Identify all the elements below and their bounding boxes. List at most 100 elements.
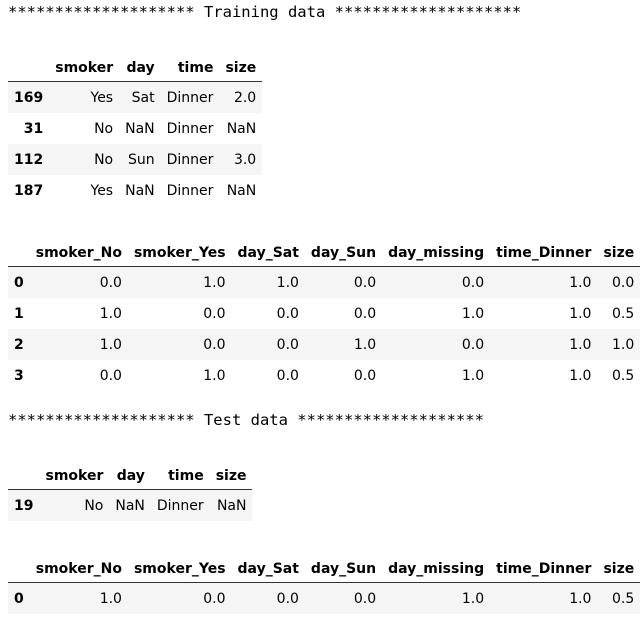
table-cell: 0.5	[611, 305, 635, 322]
table-cell: 0.0	[203, 305, 226, 322]
training-raw-table: smoker day time size 169 Yes Sat Dinner 2.0 31 No N…	[8, 50, 263, 206]
index-header	[8, 235, 30, 267]
row-index: 19	[14, 497, 34, 514]
table-cell: 0.0	[203, 590, 226, 607]
column-header: day_missing	[382, 551, 491, 583]
table-cell: No	[94, 120, 114, 137]
column-header: day_Sun	[304, 235, 383, 267]
table-cell: 0.0	[611, 274, 635, 291]
table-cell: 0.0	[353, 590, 377, 607]
column-header: time	[160, 50, 220, 82]
table-row: 187 Yes NaN Dinner NaN	[8, 175, 263, 206]
table-cell: 2.0	[233, 89, 257, 106]
table-cell: 1.0	[569, 336, 592, 353]
table-row: 2 1.0 0.0 0.0 1.0 0.0 1.0 1.0	[8, 329, 641, 360]
table-row: 19 No NaN Dinner NaN	[8, 489, 253, 521]
row-index: 1	[14, 305, 24, 322]
row-index: 3	[14, 367, 24, 384]
row-index: 0	[14, 274, 24, 291]
table-cell: NaN	[125, 120, 155, 137]
table-row: 169 Yes Sat Dinner 2.0	[8, 81, 263, 113]
table-cell: 3.0	[233, 151, 257, 168]
table-cell: 0.0	[276, 590, 299, 607]
table-cell: 1.0	[99, 336, 122, 353]
table-cell: NaN	[115, 497, 145, 514]
table-cell: 0.0	[276, 367, 299, 384]
column-header: size	[219, 50, 263, 82]
table-cell: 1.0	[99, 305, 122, 322]
column-header: day	[109, 458, 151, 490]
table-cell: 1.0	[461, 305, 485, 322]
row-index: 169	[14, 89, 44, 106]
table-cell: 1.0	[569, 367, 592, 384]
table-cell: 0.0	[99, 274, 122, 291]
column-header: smoker	[49, 50, 120, 82]
column-header: size	[597, 551, 641, 583]
column-header: smoker_Yes	[127, 551, 232, 583]
table-row: 3 0.0 1.0 0.0 0.0 1.0 1.0 0.5	[8, 360, 641, 391]
table-cell: 0.0	[99, 367, 122, 384]
table-cell: 1.0	[569, 305, 592, 322]
column-header: day_Sun	[304, 551, 383, 583]
index-header	[8, 458, 40, 490]
table-cell: NaN	[216, 497, 247, 514]
table-row: 112 No Sun Dinner 3.0	[8, 144, 263, 175]
table-cell: 1.0	[276, 274, 299, 291]
training-encoded-table: smoker_No smoker_Yes day_Sat day_Sun day_mis…	[8, 235, 641, 391]
column-header: day	[119, 50, 161, 82]
table-cell: 1.0	[99, 590, 122, 607]
table-cell: 0.0	[353, 274, 377, 291]
column-header: smoker	[39, 458, 110, 490]
table-cell: 0.0	[276, 305, 299, 322]
column-header: size	[209, 458, 253, 490]
table-cell: 1.0	[569, 274, 592, 291]
table-cell: 1.0	[461, 590, 485, 607]
table-cell: Dinner	[166, 182, 214, 199]
table-cell: No	[84, 497, 104, 514]
row-index: 2	[14, 336, 24, 353]
test-encoded-table: smoker_No smoker_Yes day_Sat day_Sun day_mis…	[8, 551, 641, 614]
table-cell: 0.0	[353, 367, 377, 384]
column-header: time	[150, 458, 210, 490]
table-cell: 0.5	[611, 590, 635, 607]
table-cell: 1.0	[353, 336, 377, 353]
table-cell: Dinner	[166, 89, 214, 106]
table-cell: Dinner	[156, 497, 204, 514]
table-cell: 0.0	[276, 336, 299, 353]
table-cell: Dinner	[166, 120, 214, 137]
column-header: day_missing	[382, 235, 491, 267]
table-cell: 1.0	[203, 274, 226, 291]
column-header: smoker_No	[29, 551, 128, 583]
column-header: day_Sat	[231, 551, 305, 583]
table-cell: 1.0	[461, 367, 485, 384]
column-header: smoker_No	[29, 235, 128, 267]
table-cell: NaN	[226, 182, 257, 199]
index-header	[8, 551, 30, 583]
table-cell: Sun	[128, 151, 155, 168]
test-data-banner: ******************** Test data *********…	[8, 411, 484, 429]
table-cell: Yes	[90, 182, 114, 199]
table-cell: 0.0	[461, 336, 485, 353]
training-data-banner: ******************** Training data *****…	[8, 3, 522, 21]
table-cell: 0.0	[353, 305, 377, 322]
column-header: day_Sat	[231, 235, 305, 267]
table-row: 31 No NaN Dinner NaN	[8, 113, 263, 144]
row-index: 187	[14, 182, 44, 199]
table-cell: 1.0	[203, 367, 226, 384]
table-cell: 0.0	[203, 336, 226, 353]
column-header: size	[597, 235, 641, 267]
table-cell: NaN	[125, 182, 155, 199]
table-row: 0 0.0 1.0 1.0 0.0 0.0 1.0 0.0	[8, 266, 641, 298]
row-index: 0	[14, 590, 24, 607]
table-cell: 1.0	[611, 336, 635, 353]
table-cell: NaN	[226, 120, 257, 137]
table-cell: No	[94, 151, 114, 168]
test-raw-table: smoker day time size 19 No NaN Dinner NaN	[8, 458, 253, 521]
column-header: smoker_Yes	[127, 235, 232, 267]
column-header: time_Dinner	[490, 551, 598, 583]
table-cell: Yes	[90, 89, 114, 106]
row-index: 112	[14, 151, 44, 168]
table-cell: Dinner	[166, 151, 214, 168]
table-cell: 0.0	[461, 274, 485, 291]
column-header: time_Dinner	[490, 235, 598, 267]
